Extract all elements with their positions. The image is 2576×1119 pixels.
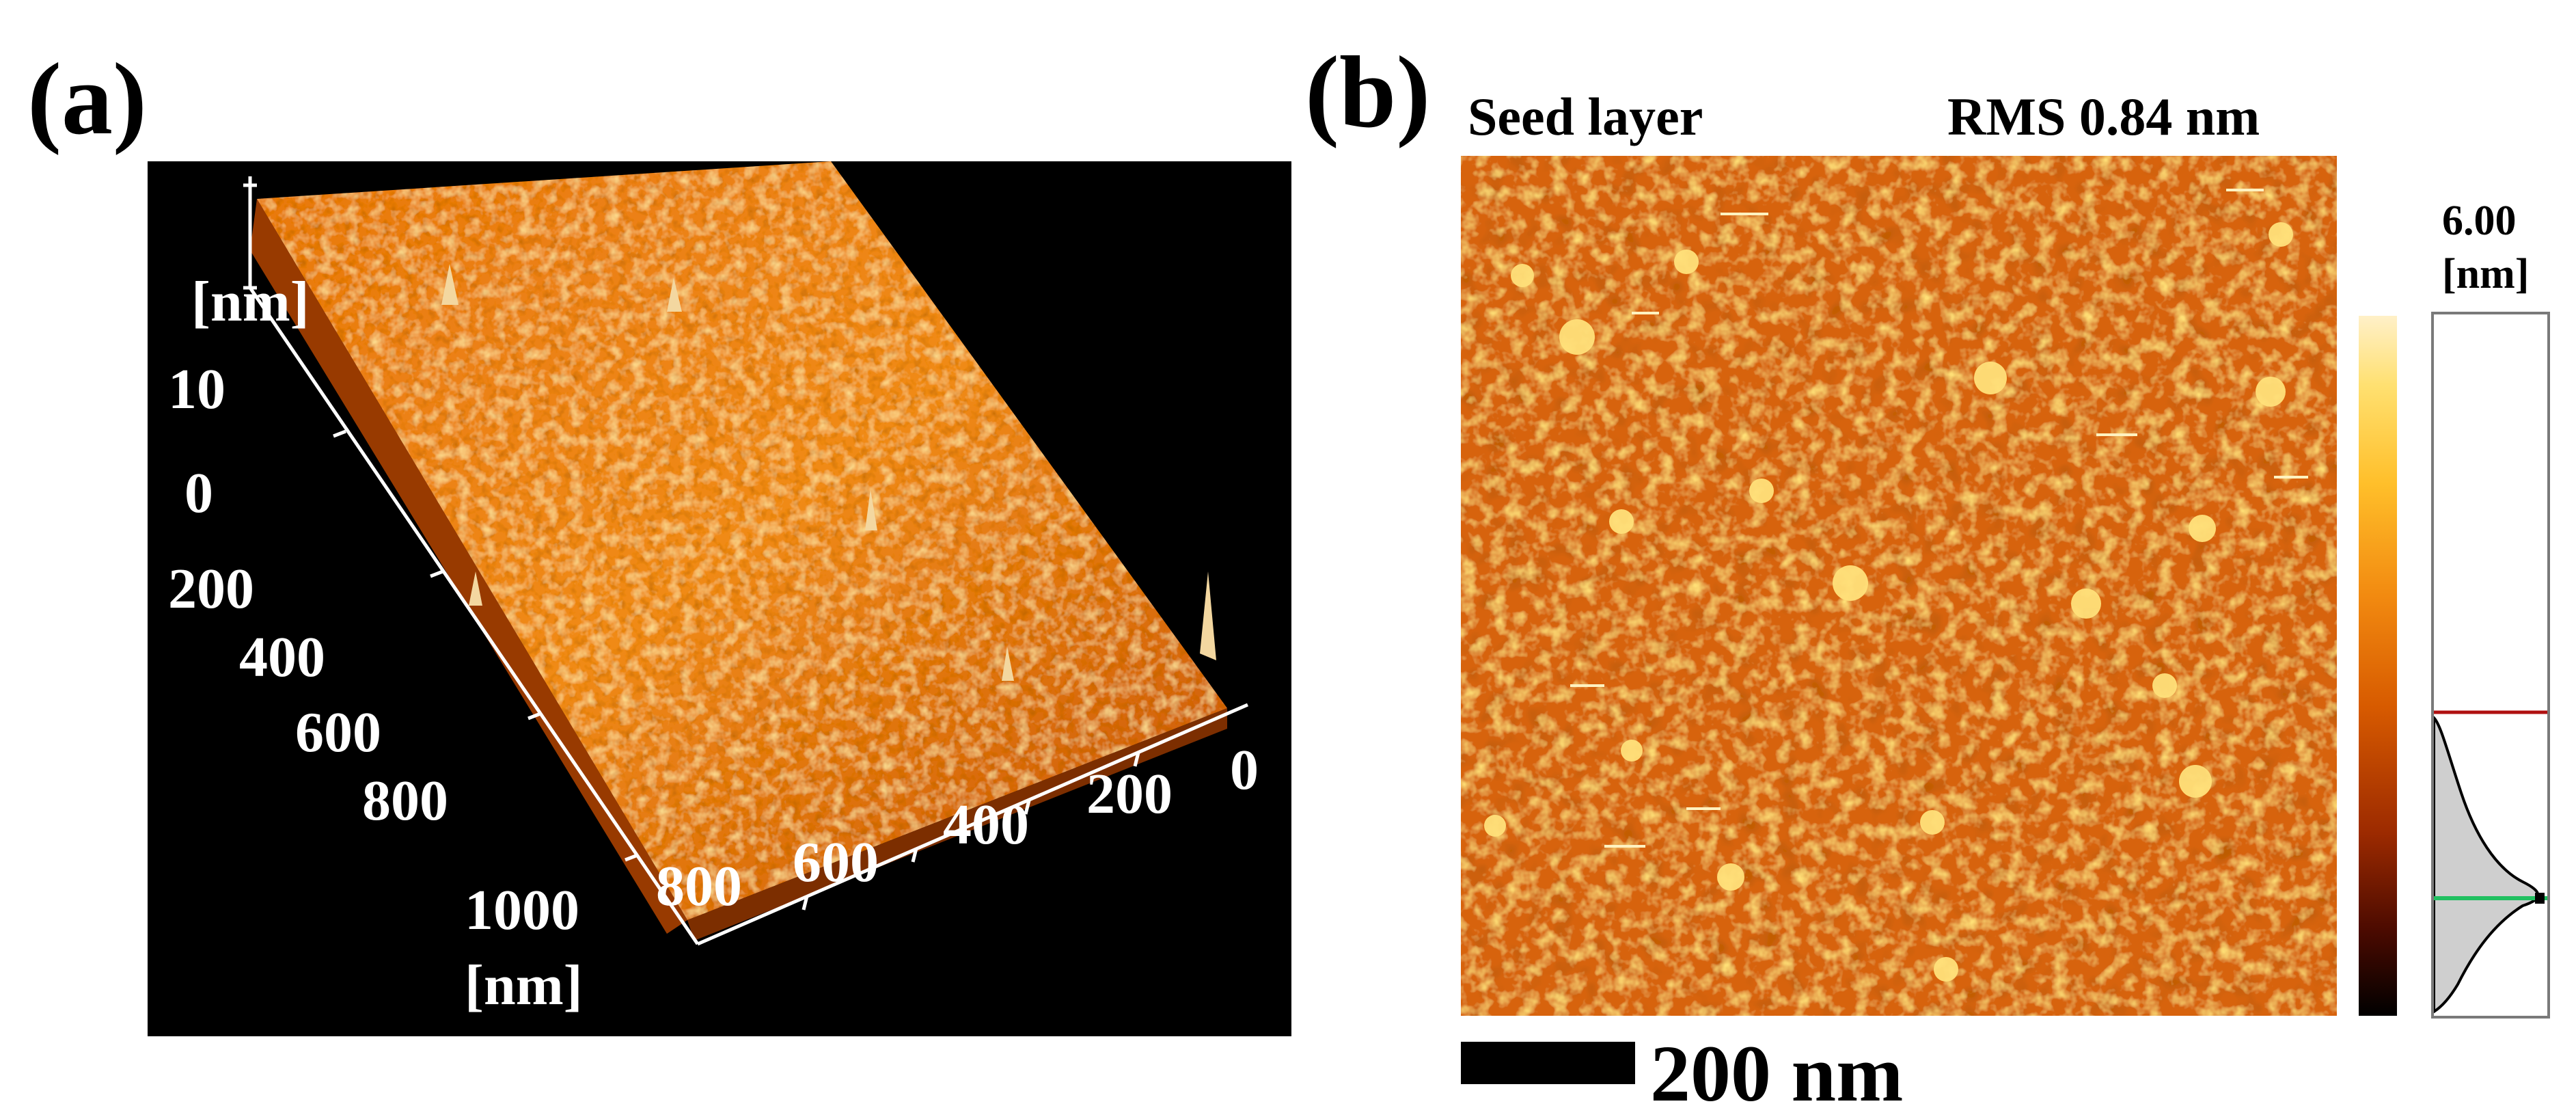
- x-tick-800: 800: [656, 854, 742, 918]
- y-tick-800: 800: [362, 769, 448, 833]
- colorbar-unit: [nm]: [2442, 251, 2530, 297]
- afm-height-map: [1461, 156, 2337, 1016]
- surface-spikes: [441, 264, 1216, 681]
- surface-left-edge: [250, 199, 687, 934]
- bright-grains: [1484, 222, 2293, 982]
- afm-height-map-graphic: [1461, 156, 2337, 1016]
- surface-top: [257, 161, 1227, 920]
- colorbar-max-value: 6.00: [2442, 198, 2517, 244]
- y-tick-200: 200: [168, 557, 254, 621]
- panel-b-label: (b): [1305, 36, 1431, 149]
- panel-a-label: (a): [27, 42, 147, 156]
- z-tick-0-overlay: 0: [184, 461, 213, 525]
- y-tick-1000: 1000: [465, 878, 579, 942]
- x-tick-0: 0: [1230, 738, 1259, 802]
- x-tick-400: 400: [943, 793, 1029, 857]
- height-histogram-graphic: [2434, 710, 2547, 1014]
- height-colorbar: [2359, 316, 2397, 1016]
- y-tick-600: 600: [295, 701, 381, 764]
- x-tick-200: 200: [1086, 762, 1173, 826]
- image-title-left: Seed layer: [1468, 87, 1703, 146]
- afm-3d-surface-graphic: [243, 161, 1248, 946]
- x-axis-unit: [nm]: [465, 954, 583, 1017]
- scan-line-artifacts: [1570, 189, 2308, 848]
- height-histogram: [2431, 312, 2550, 1019]
- image-title-rms: RMS 0.84 nm: [1947, 87, 2260, 146]
- z-axis-unit-overlay: [nm]: [191, 270, 310, 334]
- scale-bar: [1461, 1042, 1635, 1084]
- afm-3d-plot: [148, 161, 1291, 1036]
- z-tick-10-overlay: 10: [168, 358, 225, 421]
- y-tick-400: 400: [239, 625, 325, 689]
- x-tick-600: 600: [793, 831, 879, 894]
- surface-right-edge: [687, 708, 1227, 941]
- plot-axes: [243, 176, 1248, 946]
- scale-bar-label: 200 nm: [1650, 1029, 1904, 1118]
